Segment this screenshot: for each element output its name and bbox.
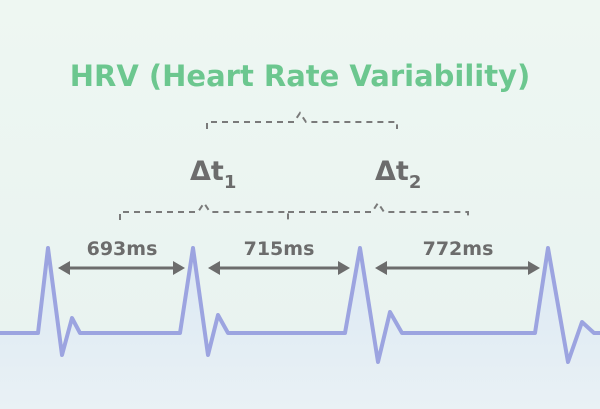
delta-subscript: 2	[409, 172, 422, 193]
interval-label: 772ms	[423, 238, 494, 260]
interval-label: 715ms	[244, 238, 315, 260]
bracket-2	[288, 201, 469, 220]
delta-subscript: 1	[224, 172, 237, 193]
interval-label: 693ms	[87, 238, 158, 260]
title: HRV (Heart Rate Variability)	[70, 59, 531, 93]
delta-symbol: Δt	[375, 156, 409, 187]
delta-label: Δt1	[190, 156, 236, 193]
delta-label: Δt2	[375, 156, 421, 193]
bracket-top	[206, 111, 398, 129]
delta-symbol: Δt	[190, 156, 224, 187]
ecg-fill	[0, 248, 600, 409]
ecg-line	[0, 246, 600, 364]
